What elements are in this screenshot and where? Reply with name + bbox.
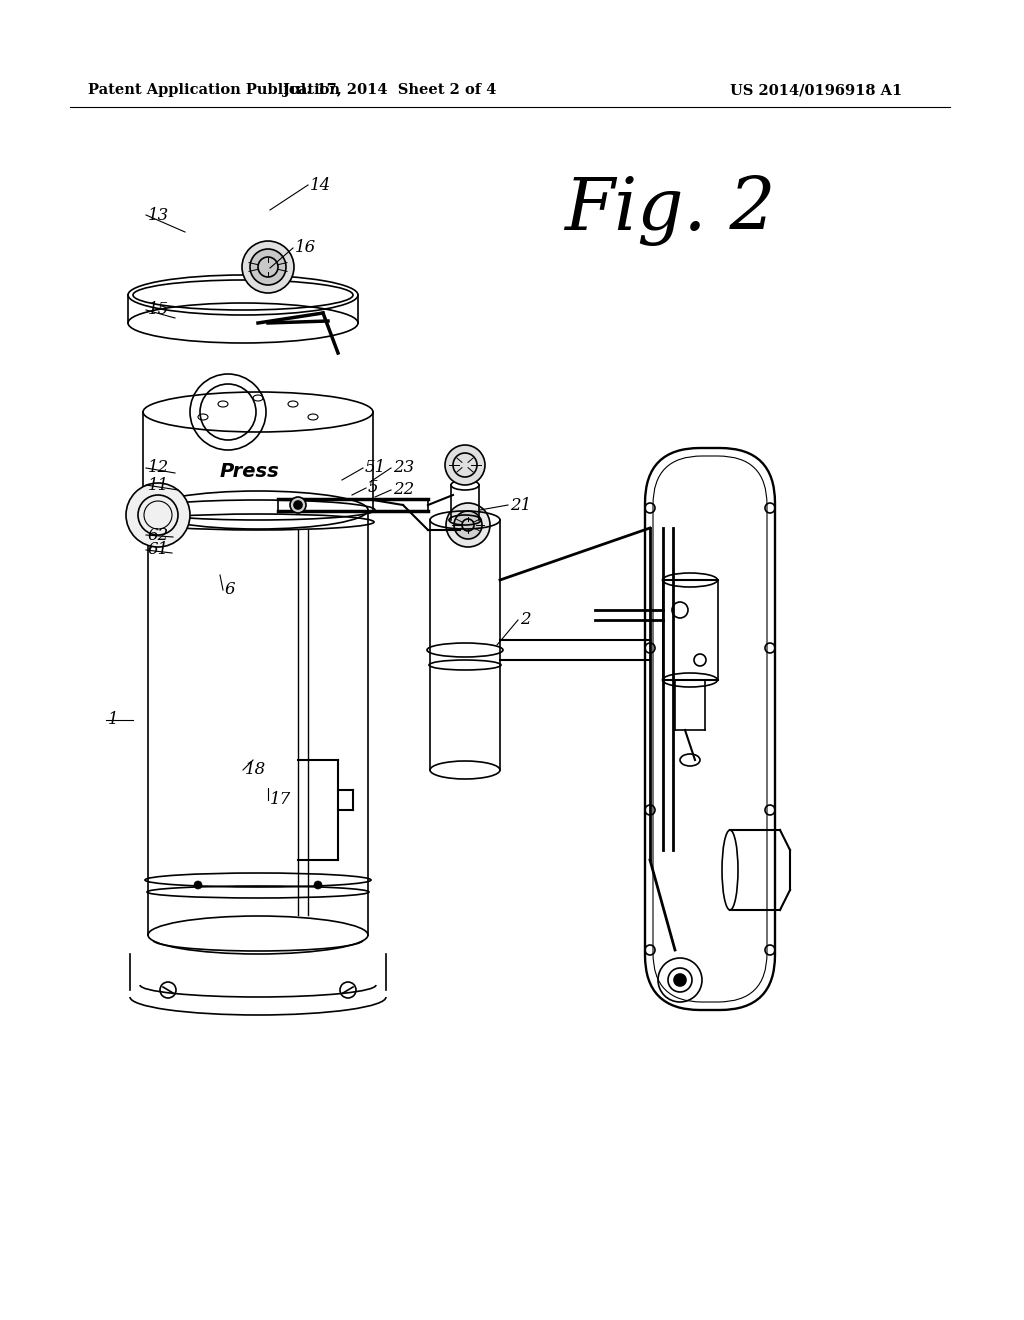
Text: 21: 21	[510, 496, 531, 513]
Circle shape	[242, 242, 294, 293]
Text: 1: 1	[108, 711, 119, 729]
Text: Jul. 17, 2014  Sheet 2 of 4: Jul. 17, 2014 Sheet 2 of 4	[284, 83, 497, 96]
Circle shape	[445, 445, 485, 484]
Text: 17: 17	[270, 792, 291, 808]
Circle shape	[290, 498, 306, 513]
Text: 23: 23	[393, 459, 415, 477]
Text: Press: Press	[220, 462, 280, 480]
Text: 13: 13	[148, 206, 169, 223]
Text: 16: 16	[295, 239, 316, 256]
Text: 18: 18	[245, 762, 266, 779]
Circle shape	[194, 880, 202, 888]
Text: 51: 51	[365, 459, 386, 477]
Circle shape	[294, 502, 302, 510]
Text: 15: 15	[148, 301, 169, 318]
Text: 2: 2	[520, 611, 530, 628]
Circle shape	[454, 511, 482, 539]
Text: 11: 11	[148, 477, 169, 494]
Text: 5: 5	[368, 479, 379, 496]
Circle shape	[446, 503, 490, 546]
Text: 6: 6	[225, 582, 236, 598]
Text: Fig. 2: Fig. 2	[564, 174, 776, 246]
Text: 22: 22	[393, 482, 415, 499]
Circle shape	[126, 483, 190, 546]
Text: US 2014/0196918 A1: US 2014/0196918 A1	[730, 83, 902, 96]
Text: 14: 14	[310, 177, 331, 194]
Circle shape	[674, 974, 686, 986]
Text: 12: 12	[148, 459, 169, 477]
Text: Patent Application Publication: Patent Application Publication	[88, 83, 340, 96]
Circle shape	[314, 880, 322, 888]
Text: 61: 61	[148, 541, 169, 558]
Text: 62: 62	[148, 527, 169, 544]
Circle shape	[250, 249, 286, 285]
